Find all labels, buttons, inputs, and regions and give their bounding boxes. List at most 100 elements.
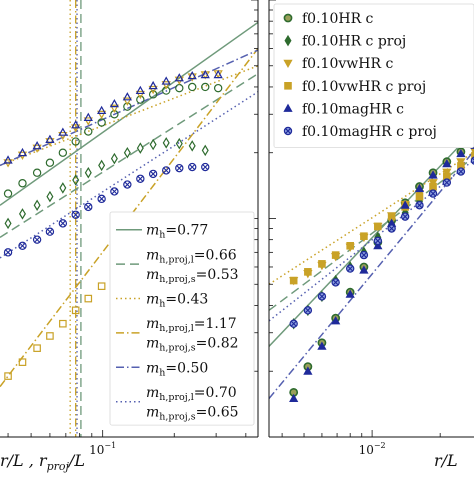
right-series-5-point-x (347, 265, 354, 272)
left-series-5-point-ring (18, 241, 27, 250)
left-series-5-point-ring (97, 194, 106, 204)
right-series-3-point (331, 251, 340, 259)
left-fit-line-0 (0, 21, 258, 206)
right-series-5-point-x (388, 225, 395, 232)
right-series-4-point (359, 265, 369, 274)
right-series-4-point (317, 341, 327, 350)
left-series-4-point (148, 80, 158, 90)
left-series-2-point (148, 85, 158, 95)
left-series-5-point-x (137, 175, 144, 182)
left-series-5-point (188, 162, 197, 172)
left-series-5-point-ring (84, 202, 93, 212)
left-series-5-point-x (202, 163, 209, 171)
right-series-3-point (429, 182, 437, 191)
left-series-0-point (32, 168, 42, 177)
left-legend-box (109, 211, 255, 426)
left-series-3-point (97, 282, 106, 290)
left-series-4-point (32, 141, 42, 150)
legend-label-1-1: mh,proj,s=0.53 (146, 267, 239, 285)
left-plot-area (0, 0, 258, 437)
left-series-3-point (46, 332, 54, 340)
right-series-3-point (415, 192, 424, 201)
left-series-0-point (201, 82, 210, 92)
right-legend-label-0: f0.10HR c (302, 11, 374, 27)
legend-label-0-0: mh=0.77 (146, 223, 208, 241)
left-series-3-point (84, 294, 93, 303)
left-series-5-point-x (150, 170, 157, 177)
left-series-5-point (32, 235, 42, 244)
left-series-4-point (213, 69, 223, 79)
right-legend-label-5: f0.10magHR c proj (302, 124, 437, 140)
left-series-5-point-x (85, 203, 92, 210)
left-fit-line-1 (0, 73, 258, 238)
left-series-4-point (58, 127, 68, 136)
right-legend-label-4: f0.10magHR c (302, 101, 404, 117)
right-legend-marker-1 (284, 34, 292, 47)
left-series-5-point-x (46, 228, 54, 235)
left-series-1-point (188, 140, 196, 152)
left-series-2-point (161, 81, 171, 90)
left-series-1-point (162, 137, 170, 149)
right-series-3-point (289, 276, 298, 285)
left-series-2-point (187, 73, 197, 82)
left-series-5-point-x (163, 167, 170, 174)
left-series-5-point (18, 241, 27, 250)
left-series-0-point (71, 137, 80, 146)
left-series-1-point (46, 190, 54, 203)
left-series-5-point-x (189, 163, 196, 171)
right-series-5-point-x (471, 157, 474, 164)
legend-label-5-1: mh,proj,s=0.65 (146, 404, 239, 422)
legend-label-3-1: mh,proj,s=0.82 (146, 336, 239, 354)
right-series-5-point (303, 306, 313, 315)
right-series-5-point (331, 278, 340, 287)
left-series-1-point (18, 208, 26, 220)
left-series-0-point (136, 95, 145, 104)
right-series-4-point (400, 200, 410, 209)
left-series-2-point (97, 110, 107, 120)
right-xlabel: r/L (434, 451, 458, 470)
left-series-1-point (33, 199, 41, 211)
right-series-3-point (471, 151, 474, 160)
right-fit-line-0 (269, 129, 474, 347)
right-series-3-point (346, 241, 354, 250)
right-legend-box (273, 3, 474, 148)
legend-label-1-0: mh,proj,l=0.66 (146, 247, 237, 265)
right-legend-label-3: f0.10vwHR c proj (302, 79, 426, 95)
right-series-4-point (289, 393, 299, 403)
left-series-4-point (71, 120, 81, 129)
left-series-4-point (3, 155, 13, 164)
left-fit-line-2 (0, 65, 258, 167)
left-series-5-point (201, 162, 210, 172)
left-series-3-point (18, 358, 27, 366)
left-xtick-label: 10−1 (89, 441, 116, 457)
left-series-1-point (98, 159, 106, 172)
right-series-5-point (428, 189, 438, 198)
left-series-2-point (83, 117, 93, 126)
left-series-4-point (174, 73, 184, 82)
right-legend-marker-0 (283, 13, 293, 23)
left-fit-line-5 (0, 91, 258, 259)
right-series-4-point (456, 148, 466, 158)
left-series-1-point (72, 174, 80, 186)
left-series-0-point (45, 158, 55, 167)
right-series-5-point-x (443, 179, 450, 186)
left-series-5-point (71, 210, 80, 219)
left-series-5-point (58, 219, 68, 228)
left-series-1-point (136, 142, 144, 154)
left-series-1-point (175, 137, 183, 150)
left-series-3-point (4, 372, 12, 380)
right-series-5-point-x (304, 307, 311, 314)
right-legend-marker-5-x (284, 127, 292, 135)
left-series-5-point-ring (201, 162, 210, 172)
left-series-5-point-ring (148, 169, 158, 179)
right-series-3-point (360, 232, 368, 240)
left-series-1-point (110, 152, 118, 165)
left-series-5-point-ring (136, 174, 145, 183)
left-panel: 10−1 mh=0.77 mh,proj,l=0.66 mh,proj,s=0.53 m… (0, 0, 259, 457)
left-series-3-point (59, 319, 67, 328)
right-legend-label-2: f0.10vwHR c (302, 56, 393, 72)
right-series-5-point (289, 319, 298, 328)
right-series-5-point (442, 178, 452, 187)
left-series-2-point (122, 97, 132, 106)
left-series-5-point-ring (188, 162, 197, 172)
